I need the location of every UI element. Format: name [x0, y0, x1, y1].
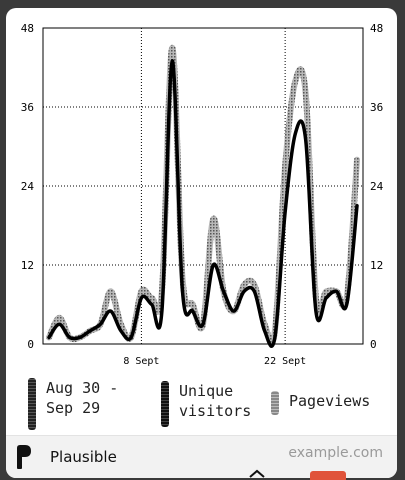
site-domain: example.com: [288, 445, 383, 461]
legend-unique-visitors: Unique visitors: [161, 381, 251, 427]
x-tick-label: 22 Sept: [264, 356, 306, 367]
unique-visitors-label-1: Unique: [179, 382, 234, 400]
legend-pageviews: Pageviews: [271, 391, 370, 415]
brand-name: Plausible: [50, 448, 117, 466]
y-tick-left: 12: [21, 259, 34, 272]
y-tick-right: 24: [370, 180, 384, 193]
date-range-swatch: [28, 378, 36, 430]
widget-footer: Plausible example.com: [6, 435, 397, 478]
y-tick-left: 0: [27, 338, 34, 351]
y-tick-right: 36: [370, 101, 383, 114]
unique-visitors-swatch: [161, 381, 169, 427]
y-tick-right: 48: [370, 22, 383, 35]
y-tick-right: 0: [370, 338, 377, 351]
y-tick-left: 24: [21, 180, 35, 193]
plausible-logo-icon: [17, 445, 31, 469]
date-range-end: Sep 29: [46, 399, 101, 417]
traffic-chart: 48 48 36 36 24 24 12 12 0 0 8 Sept 22 Sept: [21, 22, 384, 367]
unique-visitors-label-2: visitors: [179, 402, 252, 420]
legend-date-range: Aug 30 - Sep 29: [28, 378, 118, 430]
series-line-unique-visitors: [47, 59, 359, 348]
y-tick-left: 36: [21, 101, 34, 114]
partial-chevron-icon: [249, 469, 265, 478]
partial-badge-icon: [310, 471, 346, 480]
y-tick-left: 48: [21, 22, 34, 35]
stats-card: 48 48 36 36 24 24 12 12 0 0 8 Sept 22 Sept Aug 30 -…: [6, 8, 397, 478]
pageviews-label: Pageviews: [289, 392, 371, 410]
date-range-start: Aug 30 -: [46, 379, 119, 397]
brand-link[interactable]: Plausible: [16, 444, 117, 470]
partial-toolbar: [249, 469, 346, 480]
y-tick-right: 12: [370, 259, 383, 272]
pageviews-swatch: [271, 391, 279, 415]
x-tick-label: 8 Sept: [123, 356, 159, 367]
